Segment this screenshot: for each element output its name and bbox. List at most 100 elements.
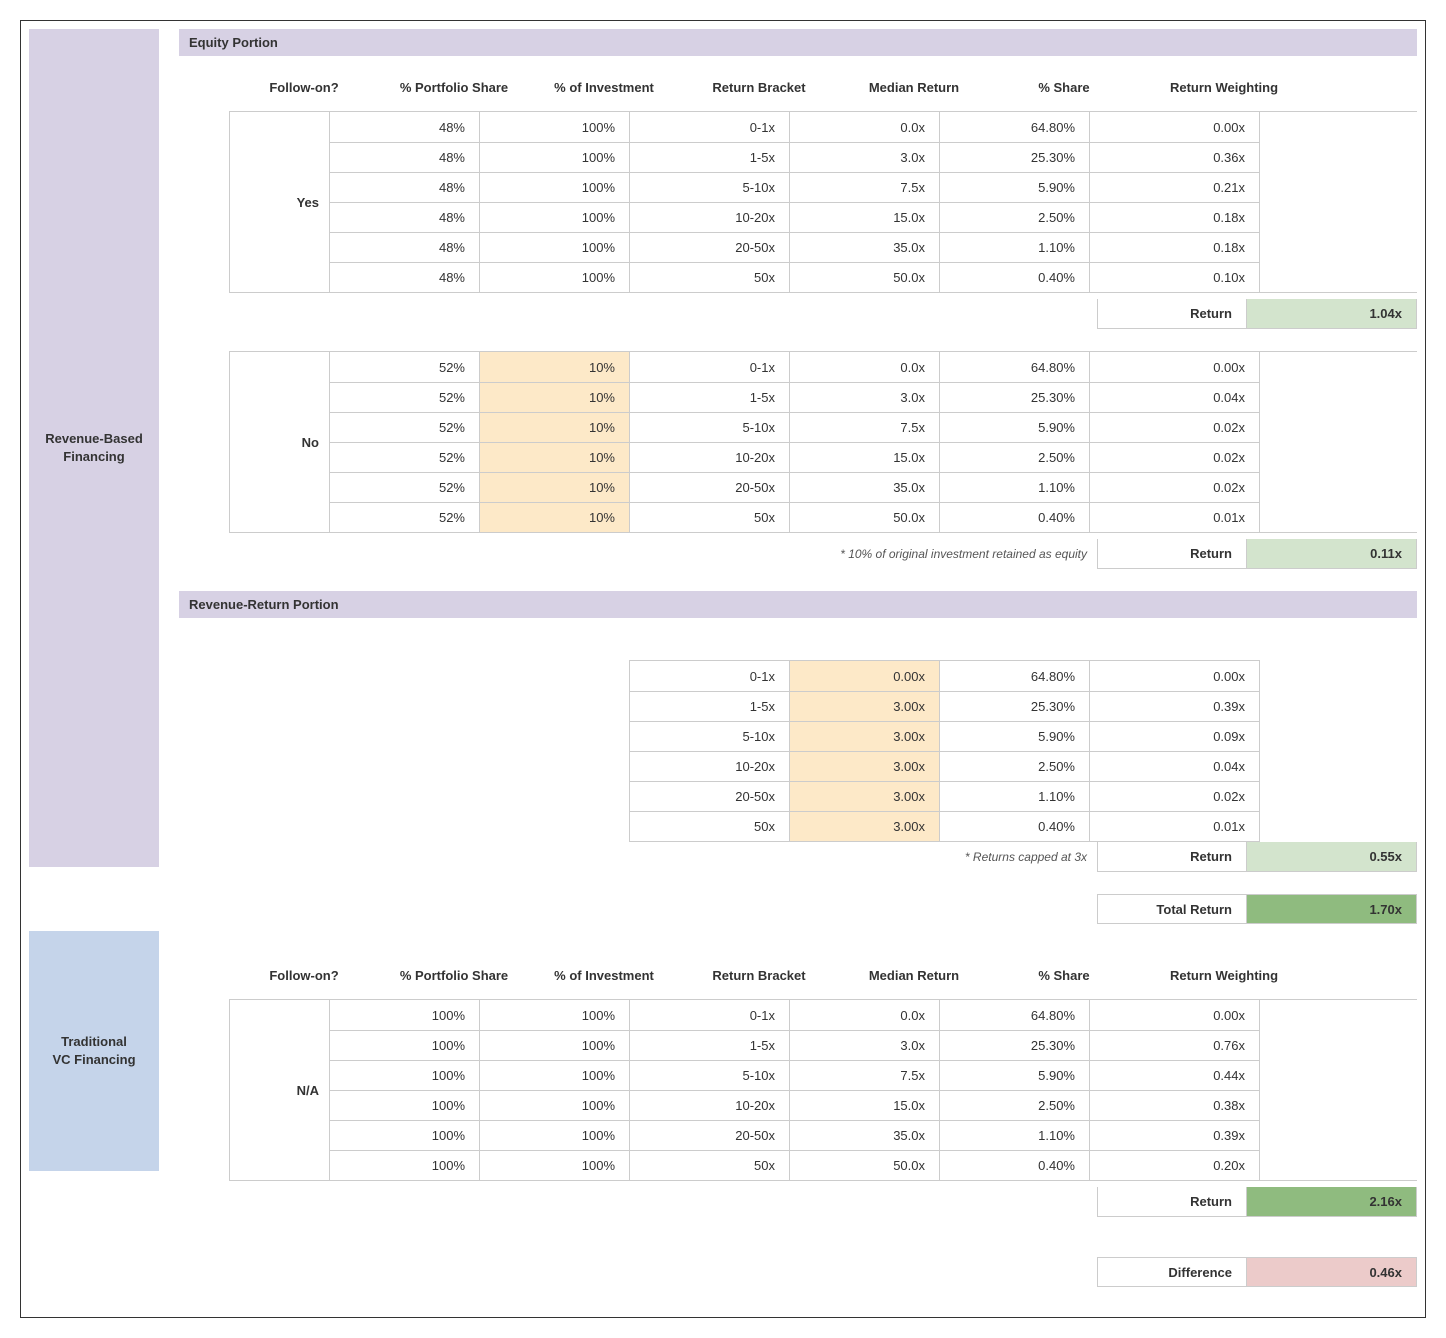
cell-weight: 0.04x xyxy=(1090,751,1260,781)
cell-investment: 100% xyxy=(480,1000,630,1030)
table-row: 100%100%1-5x3.0x25.30%0.76x xyxy=(330,1030,1417,1060)
table-row: 100%100%10-20x15.0x2.50%0.38x xyxy=(330,1090,1417,1120)
cell-median: 35.0x xyxy=(790,472,940,502)
vc-header-median: Median Return xyxy=(839,968,989,983)
cell-investment: 100% xyxy=(480,202,630,232)
cell-weight: 0.44x xyxy=(1090,1060,1260,1090)
equity-no-return-row: * 10% of original investment retained as… xyxy=(229,539,1417,569)
cell-weight: 0.00x xyxy=(1090,661,1260,691)
vc-column-headers: Follow-on? % Portfolio Share % of Invest… xyxy=(179,964,1417,999)
header-bracket: Return Bracket xyxy=(679,80,839,95)
section-header-revenue: Revenue-Return Portion xyxy=(179,591,1417,618)
header-followon: Follow-on? xyxy=(229,80,379,95)
cell-share: 2.50% xyxy=(940,751,1090,781)
cell-median: 0.00x xyxy=(790,661,940,691)
equity-yes-return-value: 1.04x xyxy=(1247,299,1417,329)
cell-median: 7.5x xyxy=(790,172,940,202)
cell-share: 1.10% xyxy=(940,1120,1090,1150)
cell-bracket: 5-10x xyxy=(630,172,790,202)
category-rbf: Revenue-Based Financing xyxy=(29,29,159,867)
column-headers: Follow-on? % Portfolio Share % of Invest… xyxy=(179,76,1417,111)
cell-weight: 0.00x xyxy=(1090,112,1260,142)
cell-weight: 0.01x xyxy=(1090,811,1260,841)
vc-return-label: Return xyxy=(1097,1187,1247,1217)
cell-share: 64.80% xyxy=(940,112,1090,142)
cell-bracket: 0-1x xyxy=(630,352,790,382)
cell-bracket: 0-1x xyxy=(630,112,790,142)
cell-weight: 0.38x xyxy=(1090,1090,1260,1120)
cell-share: 64.80% xyxy=(940,661,1090,691)
cell-portfolio: 48% xyxy=(330,262,480,292)
table-row: 48%100%5-10x7.5x5.90%0.21x xyxy=(330,172,1417,202)
cell-bracket: 1-5x xyxy=(630,142,790,172)
table-row: 52%10%0-1x0.0x64.80%0.00x xyxy=(330,352,1417,382)
vc-header-followon: Follow-on? xyxy=(229,968,379,983)
cell-median: 3.0x xyxy=(790,1030,940,1060)
difference-value: 0.46x xyxy=(1247,1257,1417,1287)
table-row: 100%100%0-1x0.0x64.80%0.00x xyxy=(330,1000,1417,1030)
cell-investment: 100% xyxy=(480,112,630,142)
cell-weight: 0.18x xyxy=(1090,202,1260,232)
cell-share: 1.10% xyxy=(940,472,1090,502)
cell-portfolio: 48% xyxy=(330,142,480,172)
cell-weight: 0.02x xyxy=(1090,781,1260,811)
cell-portfolio: 100% xyxy=(330,1060,480,1090)
table-row: 10-20x3.00x2.50%0.04x xyxy=(630,751,1260,781)
cell-weight: 0.36x xyxy=(1090,142,1260,172)
followon-na-label: N/A xyxy=(230,1000,330,1180)
cell-share: 0.40% xyxy=(940,262,1090,292)
cell-portfolio: 48% xyxy=(330,112,480,142)
total-return-label: Total Return xyxy=(1097,894,1247,924)
table-row: 20-50x3.00x1.10%0.02x xyxy=(630,781,1260,811)
vc-return-value: 2.16x xyxy=(1247,1187,1417,1217)
cell-bracket: 10-20x xyxy=(630,202,790,232)
difference-label: Difference xyxy=(1097,1257,1247,1287)
cell-share: 2.50% xyxy=(940,202,1090,232)
cell-bracket: 10-20x xyxy=(630,751,790,781)
cell-portfolio: 100% xyxy=(330,1000,480,1030)
cell-portfolio: 100% xyxy=(330,1120,480,1150)
table-row: 0-1x0.00x64.80%0.00x xyxy=(630,661,1260,691)
cell-share: 5.90% xyxy=(940,412,1090,442)
cell-share: 25.30% xyxy=(940,1030,1090,1060)
revenue-return-summary: * Returns capped at 3x Return 0.55x xyxy=(229,842,1417,872)
cell-share: 5.90% xyxy=(940,1060,1090,1090)
difference-row: Difference 0.46x xyxy=(229,1257,1417,1287)
content-column: Equity Portion Follow-on? % Portfolio Sh… xyxy=(159,29,1417,1309)
cell-weight: 0.02x xyxy=(1090,412,1260,442)
cell-portfolio: 52% xyxy=(330,412,480,442)
cell-investment: 100% xyxy=(480,232,630,262)
table-row: 48%100%10-20x15.0x2.50%0.18x xyxy=(330,202,1417,232)
cell-investment: 10% xyxy=(480,472,630,502)
vc-block: N/A 100%100%0-1x0.0x64.80%0.00x100%100%1… xyxy=(229,999,1417,1181)
cell-investment: 100% xyxy=(480,1030,630,1060)
cell-bracket: 20-50x xyxy=(630,781,790,811)
cell-median: 3.0x xyxy=(790,382,940,412)
table-row: 52%10%10-20x15.0x2.50%0.02x xyxy=(330,442,1417,472)
cell-share: 25.30% xyxy=(940,382,1090,412)
equity-yes-block: Yes 48%100%0-1x0.0x64.80%0.00x48%100%1-5… xyxy=(229,111,1417,293)
header-share: % Share xyxy=(989,80,1139,95)
cell-weight: 0.04x xyxy=(1090,382,1260,412)
cell-portfolio: 48% xyxy=(330,232,480,262)
cell-bracket: 5-10x xyxy=(630,412,790,442)
cell-investment: 100% xyxy=(480,1090,630,1120)
cell-share: 5.90% xyxy=(940,172,1090,202)
cell-investment: 10% xyxy=(480,352,630,382)
total-return-row: Total Return 1.70x xyxy=(229,894,1417,924)
cell-share: 25.30% xyxy=(940,691,1090,721)
cell-weight: 0.39x xyxy=(1090,1120,1260,1150)
cell-bracket: 50x xyxy=(630,262,790,292)
revenue-return-block: 0-1x0.00x64.80%0.00x1-5x3.00x25.30%0.39x… xyxy=(229,660,1417,842)
cell-portfolio: 100% xyxy=(330,1150,480,1180)
cell-bracket: 1-5x xyxy=(630,691,790,721)
cell-median: 7.5x xyxy=(790,1060,940,1090)
cell-portfolio: 48% xyxy=(330,202,480,232)
cell-portfolio: 100% xyxy=(330,1090,480,1120)
cell-weight: 0.02x xyxy=(1090,472,1260,502)
cell-portfolio: 100% xyxy=(330,1030,480,1060)
revenue-return-label: Return xyxy=(1097,842,1247,872)
cell-median: 7.5x xyxy=(790,412,940,442)
vc-header-investment: % of Investment xyxy=(529,968,679,983)
vc-header-weighting: Return Weighting xyxy=(1139,968,1309,983)
